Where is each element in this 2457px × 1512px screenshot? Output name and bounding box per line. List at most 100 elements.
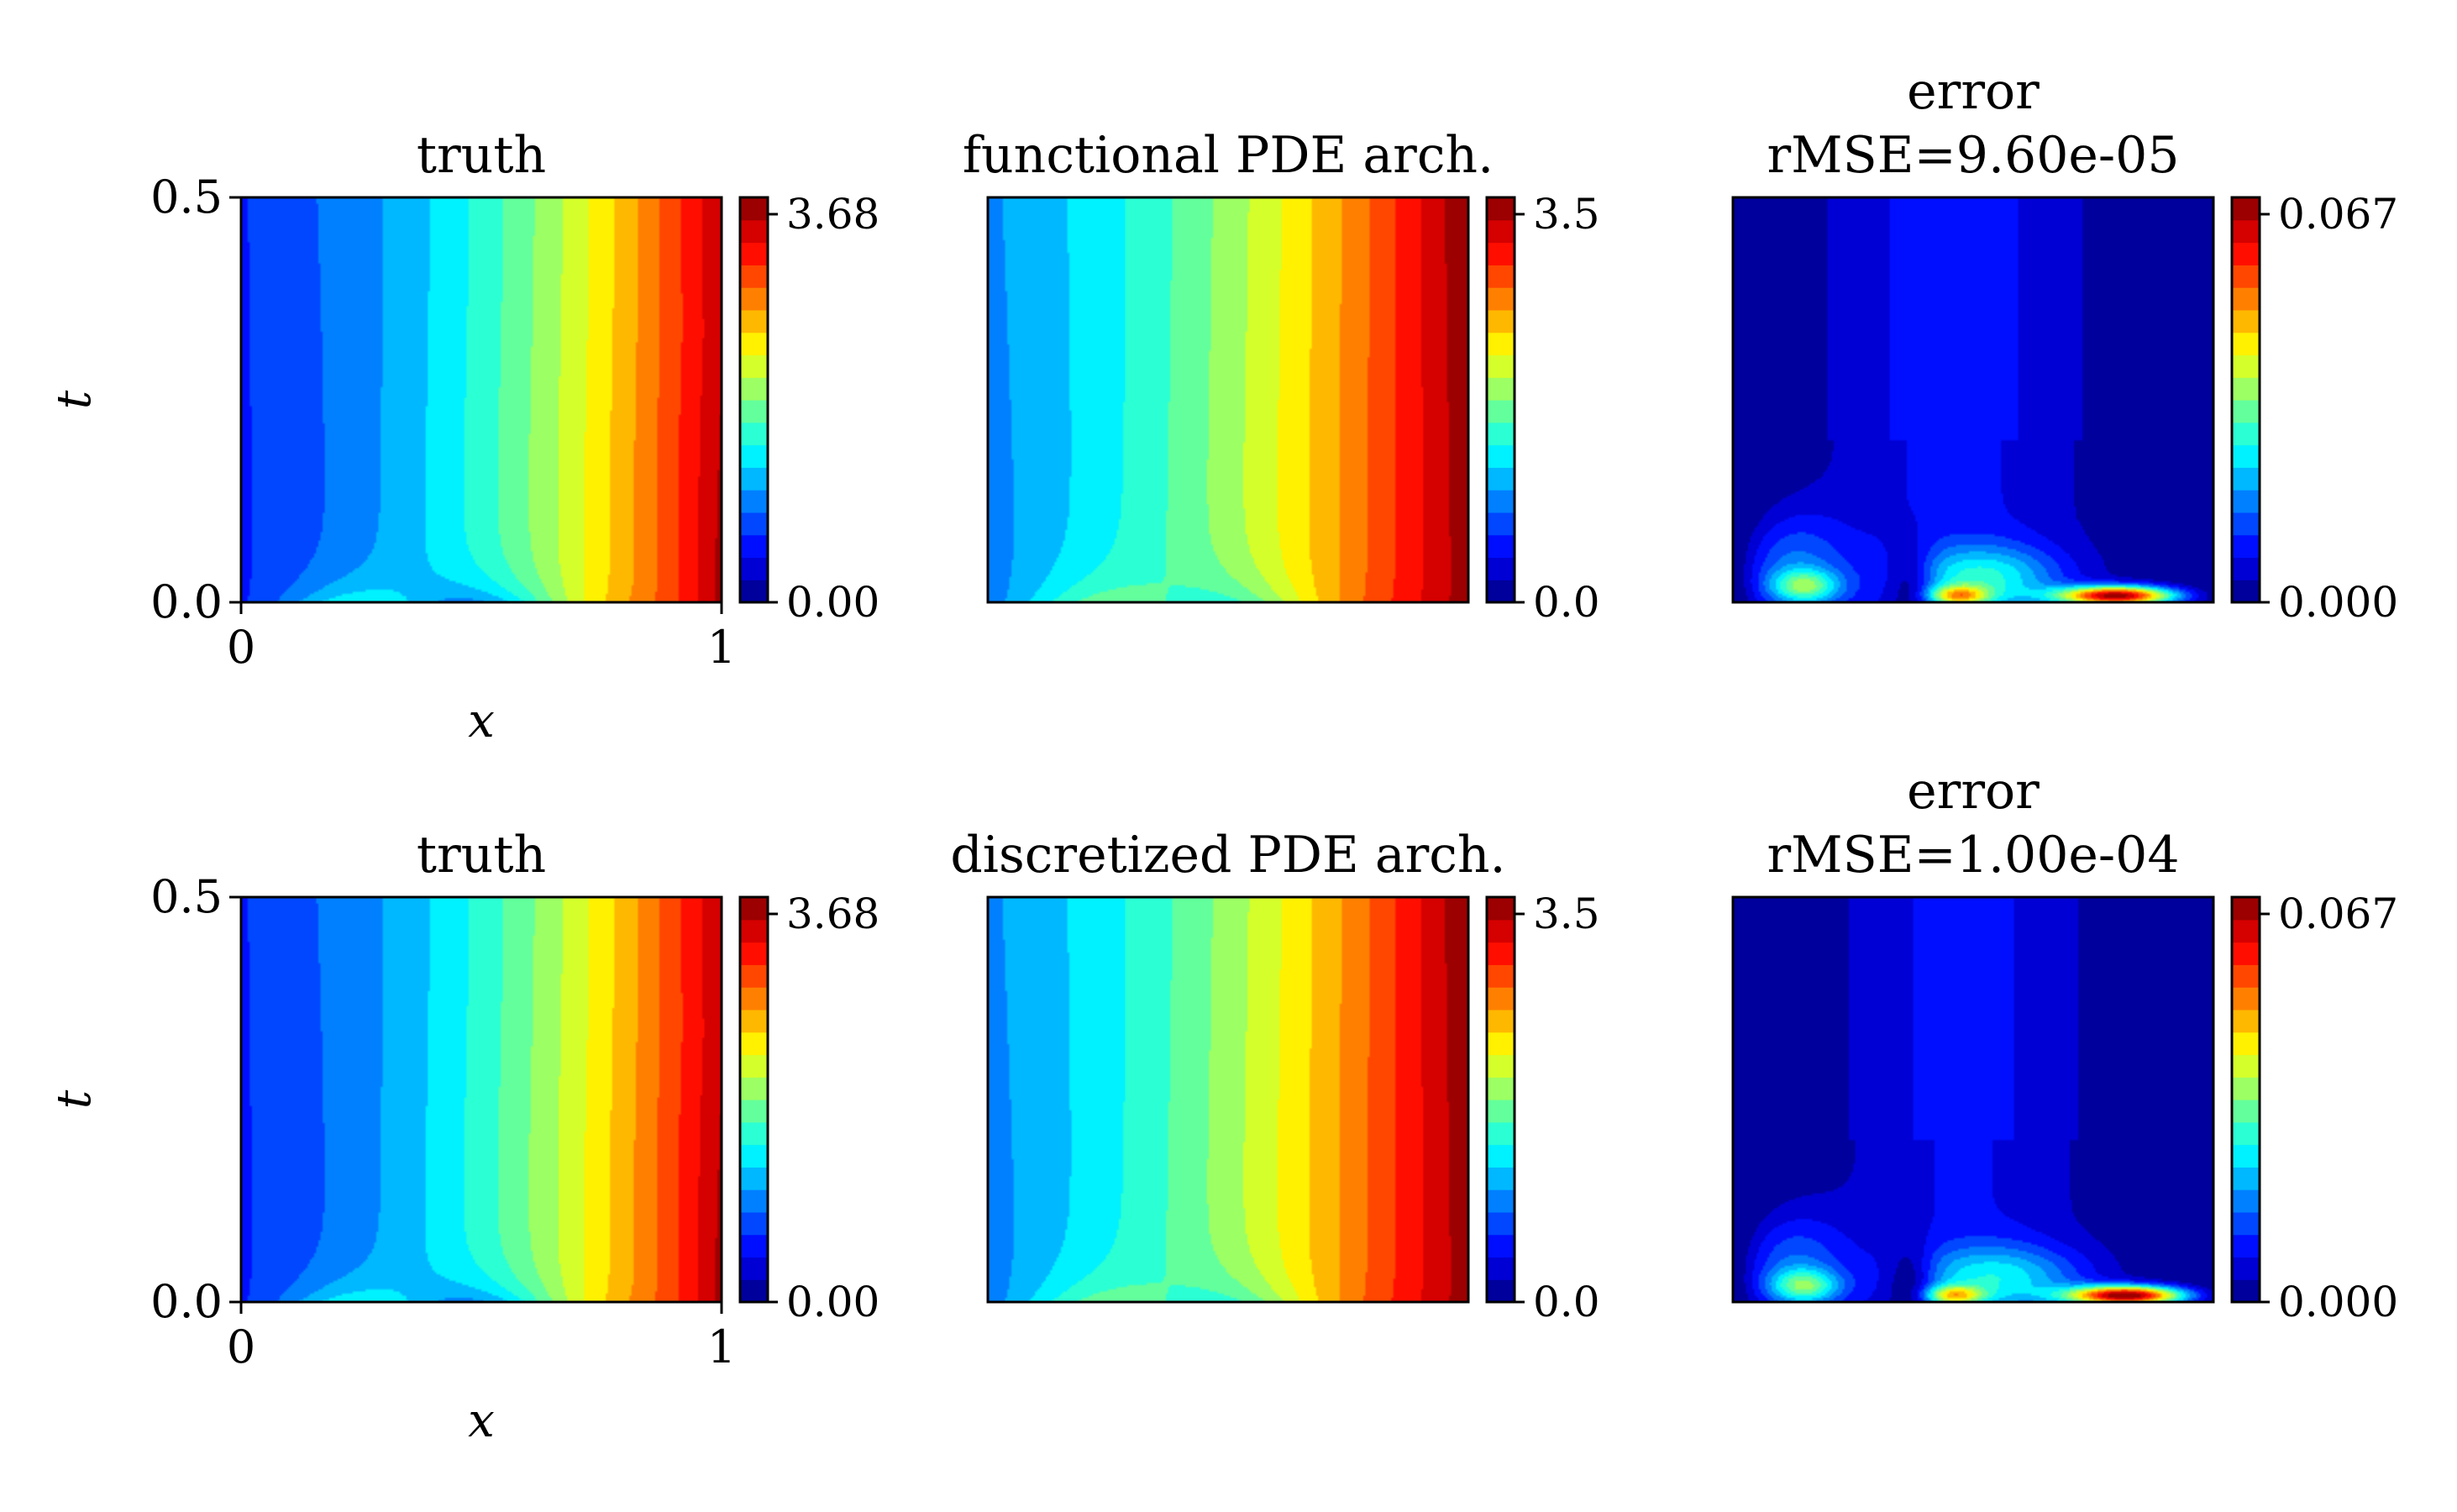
colorbar-segment <box>1487 1032 1515 1056</box>
colorbar-segment <box>2232 309 2260 333</box>
colorbar-segment <box>2232 580 2260 603</box>
colorbar-segment <box>740 377 768 401</box>
heatmap-image <box>988 897 1468 1302</box>
colorbar-segment <box>1487 490 1515 513</box>
colorbar-segment <box>740 987 768 1011</box>
colorbar-segment <box>740 422 768 446</box>
colorbar-segment <box>740 490 768 513</box>
panel-title-line: truth <box>417 826 546 885</box>
colorbar-segment <box>740 467 768 491</box>
colorbar-segment <box>1487 1144 1515 1168</box>
colorbar-segment <box>2232 467 2260 491</box>
colorbar-segment <box>1487 557 1515 580</box>
colorbar-segment <box>740 242 768 265</box>
colorbar-segment <box>740 1234 768 1258</box>
colorbar-tick-label-max: 3.5 <box>1533 190 1600 239</box>
colorbar-segment <box>1487 580 1515 603</box>
colorbar-segment <box>740 1032 768 1056</box>
y-axis-label: t <box>47 1089 102 1109</box>
colorbar-frame <box>2230 895 2261 1304</box>
colorbar-segment <box>740 1077 768 1100</box>
colorbar-segment <box>1487 1279 1515 1303</box>
colorbar-tick-label-max: 3.68 <box>786 190 879 239</box>
colorbar-frame <box>1485 196 1516 604</box>
colorbar-segment <box>1487 1234 1515 1258</box>
colorbar-segment <box>1487 942 1515 965</box>
colorbar-segment <box>1487 1054 1515 1078</box>
heatmap-image <box>1733 197 2213 602</box>
colorbar-segment <box>1487 897 1515 921</box>
colorbar-segment <box>2232 265 2260 288</box>
colorbar-segment <box>740 1167 768 1190</box>
colorbar-segment <box>740 1100 768 1123</box>
colorbar-segment <box>1487 354 1515 378</box>
heatmap-image <box>988 197 1468 602</box>
colorbar-segment <box>740 1009 768 1033</box>
panel-title-line: functional PDE arch. <box>963 126 1494 185</box>
colorbar-segment <box>740 1279 768 1303</box>
colorbar-segment <box>740 1054 768 1078</box>
heatmap-image <box>241 897 722 1302</box>
plot-frame <box>239 895 723 1304</box>
colorbar-segment <box>2232 987 2260 1011</box>
colorbar-segment <box>740 1211 768 1236</box>
colorbar-segment <box>2232 1211 2260 1236</box>
colorbar-segment <box>2232 1100 2260 1123</box>
plot-frame <box>986 895 1470 1304</box>
colorbar-segment <box>2232 557 2260 580</box>
colorbar-segment <box>740 897 768 921</box>
colorbar-segment <box>1487 1121 1515 1146</box>
colorbar-tick-label-min: 0.000 <box>2278 578 2398 627</box>
y-tick-label: 0.0 <box>150 575 223 628</box>
colorbar-segment <box>1487 242 1515 265</box>
colorbar-segment <box>1487 309 1515 333</box>
colorbar-segment <box>2232 1121 2260 1146</box>
colorbar-segment <box>2232 1144 2260 1168</box>
colorbar-segment <box>740 309 768 333</box>
plot-frame <box>239 196 723 604</box>
colorbar-segment <box>1487 287 1515 311</box>
panel-title-line: rMSE=1.00e-04 <box>1767 826 2179 885</box>
colorbar-segment <box>1487 265 1515 288</box>
colorbar-segment <box>740 1144 768 1168</box>
colorbar-segment <box>2232 197 2260 221</box>
colorbar-segment <box>1487 422 1515 446</box>
colorbar-segment <box>2232 1234 2260 1258</box>
colorbar-segment <box>2232 942 2260 965</box>
colorbar-segment <box>740 400 768 423</box>
colorbar-segment <box>740 919 768 943</box>
panel-discretized: discretized PDE arch. 3.5 0.0 <box>950 826 1599 1326</box>
colorbar-segment <box>740 287 768 311</box>
colorbar-segment <box>1487 919 1515 943</box>
colorbar-segment <box>2232 919 2260 943</box>
colorbar-segment <box>2232 1077 2260 1100</box>
colorbar-segment <box>1487 377 1515 401</box>
plot-frame <box>1731 895 2215 1304</box>
colorbar-tick-label-min: 0.000 <box>2278 1278 2398 1326</box>
colorbar-segment <box>740 444 768 468</box>
colorbar-segment <box>1487 219 1515 244</box>
colorbar-segment <box>1487 1189 1515 1213</box>
colorbar-segment <box>1487 987 1515 1011</box>
colorbar-segment <box>2232 332 2260 356</box>
colorbar-segment <box>2232 1167 2260 1190</box>
colorbar-segment <box>2232 1009 2260 1033</box>
colorbar-segment <box>740 1257 768 1280</box>
colorbar-segment <box>740 557 768 580</box>
y-tick-label: 0.0 <box>150 1275 223 1328</box>
colorbar-segment <box>2232 1279 2260 1303</box>
x-tick-label: 1 <box>707 1320 736 1373</box>
colorbar-frame <box>738 196 769 604</box>
colorbar-segment <box>740 580 768 603</box>
panel-title-line: discretized PDE arch. <box>950 826 1505 885</box>
colorbar-segment <box>2232 444 2260 468</box>
colorbar-segment <box>740 1189 768 1213</box>
colorbar-segment <box>2232 1054 2260 1078</box>
colorbar-segment <box>740 265 768 288</box>
y-tick-label: 0.5 <box>150 870 223 923</box>
colorbar-segment <box>1487 1077 1515 1100</box>
colorbar-frame <box>738 895 769 1304</box>
colorbar-segment <box>740 219 768 244</box>
